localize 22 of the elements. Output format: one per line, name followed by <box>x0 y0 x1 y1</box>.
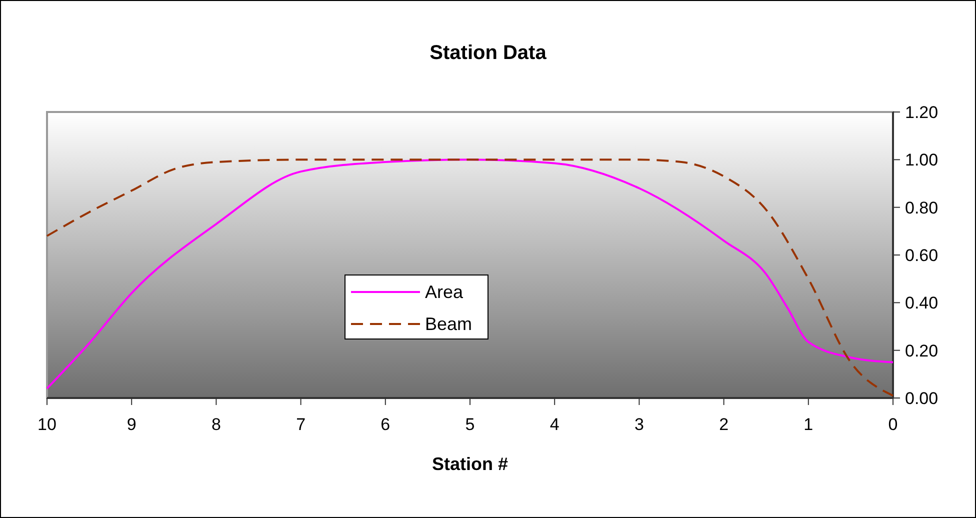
x-tick-label: 10 <box>38 415 56 434</box>
x-tick-label: 8 <box>211 415 221 434</box>
legend-label: Beam <box>425 314 472 334</box>
chart-title: Station Data <box>430 42 548 64</box>
legend-label: Area <box>425 282 464 302</box>
x-tick-label: 6 <box>380 415 390 434</box>
x-tick-label: 5 <box>465 415 475 434</box>
x-tick-label: 3 <box>634 415 644 434</box>
x-tick-label: 4 <box>550 415 560 434</box>
x-tick-label: 7 <box>296 415 306 434</box>
x-tick-label: 2 <box>719 415 729 434</box>
y-tick-label: 1.20 <box>905 103 938 122</box>
y-tick-label: 0.20 <box>905 341 938 360</box>
x-tick-label: 1 <box>804 415 814 434</box>
y-tick-label: 0.60 <box>905 246 938 265</box>
x-tick-label: 0 <box>888 415 898 434</box>
y-tick-label: 0.80 <box>905 198 938 218</box>
x-axis-title: Station # <box>432 454 508 474</box>
y-tick-label: 0.00 <box>905 389 938 408</box>
x-tick-label: 9 <box>126 415 136 434</box>
y-tick-label: 0.40 <box>905 294 938 313</box>
y-tick-label: 1.00 <box>905 150 938 170</box>
